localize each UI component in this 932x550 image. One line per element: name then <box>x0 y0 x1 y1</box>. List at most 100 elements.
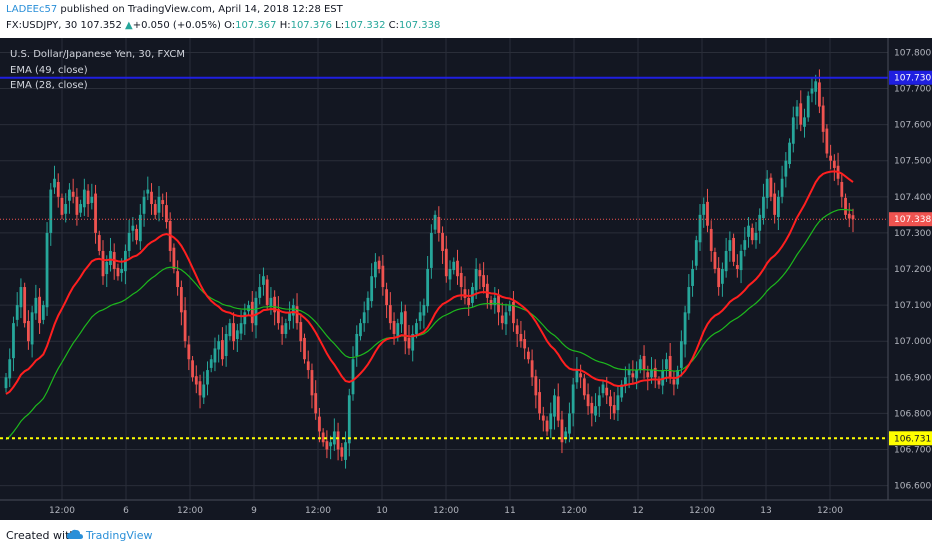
legend-ema-28[interactable]: EMA (28, close) <box>10 80 88 91</box>
candle-body <box>519 333 523 342</box>
candle-body <box>120 269 124 273</box>
price-chart[interactable]: 107.800 107.700 107.600 107.500 107.400 107.3… <box>0 38 932 520</box>
candle-body <box>605 387 609 396</box>
candle-body <box>635 370 638 379</box>
price-tick-label: 107.000 <box>894 337 931 347</box>
candle-body <box>142 196 146 214</box>
candle-body <box>769 177 773 197</box>
candle-body <box>362 312 366 324</box>
candle-body <box>545 420 549 432</box>
candle-body <box>265 279 269 306</box>
time-tick-label: 12:00 <box>817 506 843 516</box>
price-tick-label: 107.100 <box>894 301 931 311</box>
candle-body <box>60 197 64 215</box>
tradingview-link[interactable]: TradingView <box>86 529 153 542</box>
candle-body <box>79 204 83 213</box>
price-tick-label: 106.900 <box>894 373 931 383</box>
candle-body <box>482 275 486 288</box>
time-tick-label: 11 <box>504 506 515 516</box>
candle-body <box>721 269 724 284</box>
open-label: O: <box>224 20 236 31</box>
candle-body <box>202 384 206 398</box>
legend-ema-49[interactable]: EMA (49, close) <box>10 65 88 76</box>
candle-body <box>273 296 277 313</box>
candle-body <box>38 296 41 324</box>
candle-body <box>691 269 694 286</box>
time-tick-label: 12:00 <box>561 506 587 516</box>
candle-body <box>776 196 780 218</box>
candle-body <box>318 416 321 432</box>
candle-body <box>194 376 198 385</box>
candle-body <box>75 196 79 215</box>
candle-body <box>377 260 381 269</box>
ema-49-line <box>5 208 854 441</box>
candle-body <box>258 287 262 298</box>
candle-body <box>668 355 672 378</box>
candle-body <box>373 261 377 278</box>
price-tag-yellow-bg <box>889 431 932 446</box>
candle-body <box>381 265 385 288</box>
candle-body <box>370 276 374 302</box>
candle-body <box>269 297 273 307</box>
candle-body <box>49 189 53 233</box>
candle-body <box>254 297 258 326</box>
candle-body <box>15 305 19 320</box>
candle-body <box>463 289 467 298</box>
candle-body <box>609 396 612 407</box>
candle-body <box>844 197 847 215</box>
candle-body <box>623 377 627 385</box>
candle-body <box>403 311 407 342</box>
candle-body <box>485 283 489 298</box>
candle-body <box>262 276 265 285</box>
candle-body <box>347 395 351 444</box>
candle-body <box>750 227 754 241</box>
candle-body <box>788 142 791 164</box>
candle-body <box>814 81 818 92</box>
candle-body <box>650 370 653 378</box>
candle-body <box>232 323 236 342</box>
candle-body <box>131 225 135 231</box>
candle-body <box>4 377 8 389</box>
candle-body <box>553 395 556 417</box>
candle-body <box>23 287 27 324</box>
candle-body <box>601 384 605 394</box>
candle-body <box>418 312 422 321</box>
candle-body <box>235 330 239 340</box>
candle-body <box>26 320 30 342</box>
candle-body <box>541 415 545 421</box>
candle-body <box>351 359 355 395</box>
price-tag-last: 107.338 <box>889 212 932 227</box>
candle-body <box>179 287 183 313</box>
candle-body <box>82 189 86 208</box>
candle-body <box>586 394 590 407</box>
candle-body <box>288 312 291 321</box>
candle-body <box>86 190 90 205</box>
candle-body <box>187 344 191 360</box>
candle-body <box>135 228 138 241</box>
price-tick-label: 106.700 <box>894 445 931 455</box>
candle-body <box>810 88 814 94</box>
candle-body <box>422 305 426 316</box>
candle-body <box>717 267 721 288</box>
candle-body <box>631 373 635 378</box>
candle-body <box>795 106 799 117</box>
candle-body <box>694 240 698 266</box>
candle-body <box>68 189 71 201</box>
time-axis[interactable]: 12:00 6 12:00 9 12:00 10 12:00 11 12:00 12 12:00 13… <box>49 506 843 516</box>
candle-body <box>94 193 97 233</box>
price-tick-label: 107.800 <box>894 48 931 58</box>
candle-body <box>538 392 541 414</box>
time-tick-label: 12:00 <box>433 506 459 516</box>
candle-body <box>616 395 620 411</box>
price-tick-label: 107.200 <box>894 265 931 275</box>
tradingview-cloud-icon <box>66 529 83 539</box>
candle-body <box>642 355 646 371</box>
candle-body <box>209 359 213 368</box>
candle-body <box>732 237 735 262</box>
price-axis[interactable]: 107.800 107.700 107.600 107.500 107.400 107.3… <box>894 48 931 491</box>
ema-28-line <box>5 170 854 395</box>
open-value: 107.367 <box>235 20 277 31</box>
candle-body <box>594 406 597 416</box>
candle-body <box>661 370 665 386</box>
author-link[interactable]: LADEEc57 <box>6 4 58 15</box>
